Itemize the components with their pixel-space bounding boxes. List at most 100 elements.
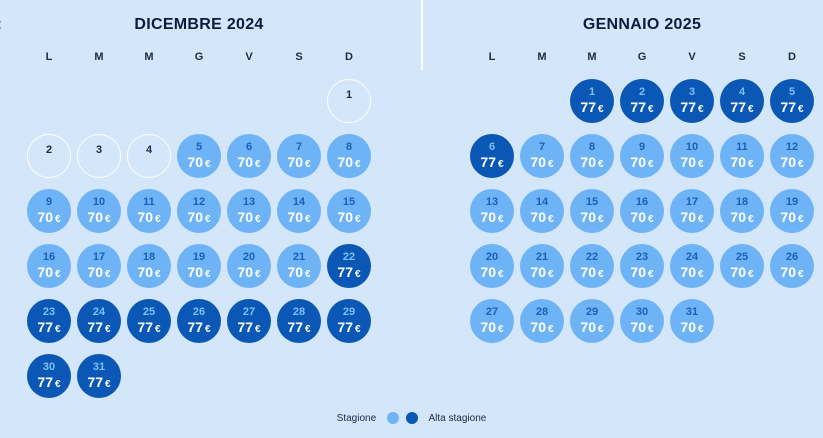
day-cell-21[interactable]: 21 70 € — [520, 244, 564, 288]
day-price: 77 € — [327, 264, 371, 283]
day-cell-1[interactable]: 1 77 € — [570, 79, 614, 123]
day-cell-11[interactable]: 11 70 € — [720, 134, 764, 178]
day-cell-28[interactable]: 28 70 € — [520, 299, 564, 343]
day-cell-26[interactable]: 26 77 € — [177, 299, 221, 343]
weekday-label: G — [637, 51, 647, 63]
weekday-label: D — [788, 51, 796, 63]
day-price: 77 € — [720, 99, 764, 118]
day-cell-27[interactable]: 27 70 € — [470, 299, 514, 343]
day-cell-25[interactable]: 25 77 € — [127, 299, 171, 343]
price-value: 70 — [37, 209, 53, 225]
day-cell-3: 3 — [77, 134, 121, 178]
day-cell-19[interactable]: 19 70 € — [177, 244, 221, 288]
currency-symbol: € — [305, 269, 311, 280]
day-cell-25[interactable]: 25 70 € — [720, 244, 764, 288]
currency-symbol: € — [598, 159, 604, 170]
day-cell-17[interactable]: 17 70 € — [77, 244, 121, 288]
currency-symbol: € — [105, 324, 111, 335]
day-price: 77 € — [670, 99, 714, 118]
day-cell-15[interactable]: 15 70 € — [327, 189, 371, 233]
day-cell-8[interactable]: 8 70 € — [570, 134, 614, 178]
day-cell-10[interactable]: 10 70 € — [77, 189, 121, 233]
price-value: 70 — [730, 209, 746, 225]
day-price: 70 € — [227, 154, 271, 173]
currency-symbol: € — [748, 159, 754, 170]
currency-symbol: € — [55, 269, 61, 280]
legend-high-season-dot — [405, 412, 418, 424]
day-cell-29[interactable]: 29 70 € — [570, 299, 614, 343]
price-value: 70 — [337, 209, 353, 225]
day-number: 20 — [485, 251, 499, 263]
currency-symbol: € — [105, 379, 111, 390]
day-cell-18[interactable]: 18 70 € — [127, 244, 171, 288]
day-cell-15[interactable]: 15 70 € — [570, 189, 614, 233]
day-cell-20[interactable]: 20 70 € — [470, 244, 514, 288]
day-cell-14[interactable]: 14 70 € — [277, 189, 321, 233]
day-number: 25 — [142, 306, 156, 318]
price-value: 70 — [630, 264, 646, 280]
day-number: 30 — [635, 306, 649, 318]
day-cell-23[interactable]: 23 70 € — [620, 244, 664, 288]
day-cell-28[interactable]: 28 77 € — [277, 299, 321, 343]
day-cell-3[interactable]: 3 77 € — [670, 79, 714, 123]
day-cell-30[interactable]: 30 77 € — [27, 354, 71, 398]
day-price: 70 € — [227, 209, 271, 228]
day-cell-12[interactable]: 12 70 € — [177, 189, 221, 233]
day-cell-29[interactable]: 29 77 € — [327, 299, 371, 343]
day-number: 2 — [45, 144, 53, 156]
day-number: 27 — [242, 306, 256, 318]
day-cell-31[interactable]: 31 70 € — [670, 299, 714, 343]
day-cell-10[interactable]: 10 70 € — [670, 134, 714, 178]
day-number: 31 — [685, 306, 699, 318]
day-cell-26[interactable]: 26 70 € — [770, 244, 814, 288]
day-cell-30[interactable]: 30 70 € — [620, 299, 664, 343]
day-cell-31[interactable]: 31 77 € — [77, 354, 121, 398]
day-number: 22 — [585, 251, 599, 263]
day-cell-13[interactable]: 13 70 € — [470, 189, 514, 233]
day-number: 15 — [342, 196, 356, 208]
day-cell-19[interactable]: 19 70 € — [770, 189, 814, 233]
day-price: 70 € — [127, 209, 171, 228]
currency-symbol: € — [205, 214, 211, 225]
day-cell-27[interactable]: 27 77 € — [227, 299, 271, 343]
day-cell-18[interactable]: 18 70 € — [720, 189, 764, 233]
day-cell-5[interactable]: 5 77 € — [770, 79, 814, 123]
day-cell-22[interactable]: 22 70 € — [570, 244, 614, 288]
day-cell-17[interactable]: 17 70 € — [670, 189, 714, 233]
day-cell-23[interactable]: 23 77 € — [27, 299, 71, 343]
day-cell-6[interactable]: 6 70 € — [227, 134, 271, 178]
day-price: 70 € — [277, 264, 321, 283]
day-cell-9[interactable]: 9 70 € — [620, 134, 664, 178]
day-cell-16[interactable]: 16 70 € — [620, 189, 664, 233]
day-cell-24[interactable]: 24 77 € — [77, 299, 121, 343]
day-cell-20[interactable]: 20 70 € — [227, 244, 271, 288]
day-cell-12[interactable]: 12 70 € — [770, 134, 814, 178]
day-price: 70 € — [327, 154, 371, 173]
day-cell-11[interactable]: 11 70 € — [127, 189, 171, 233]
day-cell-8[interactable]: 8 70 € — [327, 134, 371, 178]
price-value: 70 — [337, 154, 353, 170]
day-cell-13[interactable]: 13 70 € — [227, 189, 271, 233]
day-cell-22[interactable]: 22 77 € — [327, 244, 371, 288]
day-cell-9[interactable]: 9 70 € — [27, 189, 71, 233]
legend-season-label: Stagione — [336, 412, 377, 424]
day-number: 11 — [736, 141, 748, 153]
chevron-left-icon[interactable]: ‹ — [0, 14, 8, 34]
currency-symbol: € — [105, 214, 111, 225]
weekday-label: S — [738, 51, 746, 63]
day-cell-14[interactable]: 14 70 € — [520, 189, 564, 233]
day-cell-21[interactable]: 21 70 € — [277, 244, 321, 288]
currency-symbol: € — [355, 159, 361, 170]
day-cell-6[interactable]: 6 77 € — [470, 134, 514, 178]
weekday-label: L — [45, 51, 53, 63]
day-cell-4[interactable]: 4 77 € — [720, 79, 764, 123]
day-cell-24[interactable]: 24 70 € — [670, 244, 714, 288]
currency-symbol: € — [748, 104, 754, 115]
day-cell-5[interactable]: 5 70 € — [177, 134, 221, 178]
day-cell-16[interactable]: 16 70 € — [27, 244, 71, 288]
day-cell-7[interactable]: 7 70 € — [277, 134, 321, 178]
day-cell-2[interactable]: 2 77 € — [620, 79, 664, 123]
price-value: 70 — [780, 154, 796, 170]
day-cell-7[interactable]: 7 70 € — [520, 134, 564, 178]
day-price: 70 € — [620, 154, 664, 173]
